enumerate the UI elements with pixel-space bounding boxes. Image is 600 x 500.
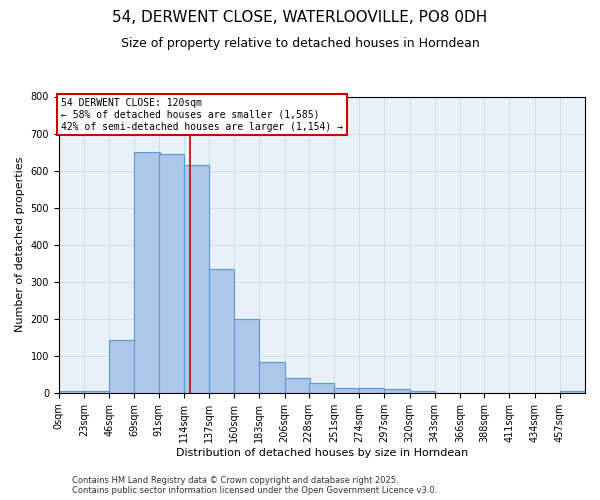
Bar [309,383,334,393]
Bar [134,152,160,393]
Bar [560,391,585,393]
Bar [184,165,209,393]
Bar [385,389,410,393]
Bar [334,388,359,393]
Y-axis label: Number of detached properties: Number of detached properties [15,157,25,332]
Bar [209,269,234,393]
Bar [259,362,284,393]
X-axis label: Distribution of detached houses by size in Horndean: Distribution of detached houses by size … [176,448,468,458]
Bar [59,391,84,393]
Bar [410,391,435,393]
Bar [158,154,184,393]
Text: Size of property relative to detached houses in Horndean: Size of property relative to detached ho… [121,38,479,51]
Bar [284,378,310,393]
Bar [234,319,259,393]
Text: Contains HM Land Registry data © Crown copyright and database right 2025.
Contai: Contains HM Land Registry data © Crown c… [72,476,437,495]
Bar [359,388,385,393]
Bar [109,340,134,393]
Text: 54, DERWENT CLOSE, WATERLOOVILLE, PO8 0DH: 54, DERWENT CLOSE, WATERLOOVILLE, PO8 0D… [112,10,488,25]
Text: 54 DERWENT CLOSE: 120sqm
← 58% of detached houses are smaller (1,585)
42% of sem: 54 DERWENT CLOSE: 120sqm ← 58% of detach… [61,98,343,132]
Bar [84,391,109,393]
